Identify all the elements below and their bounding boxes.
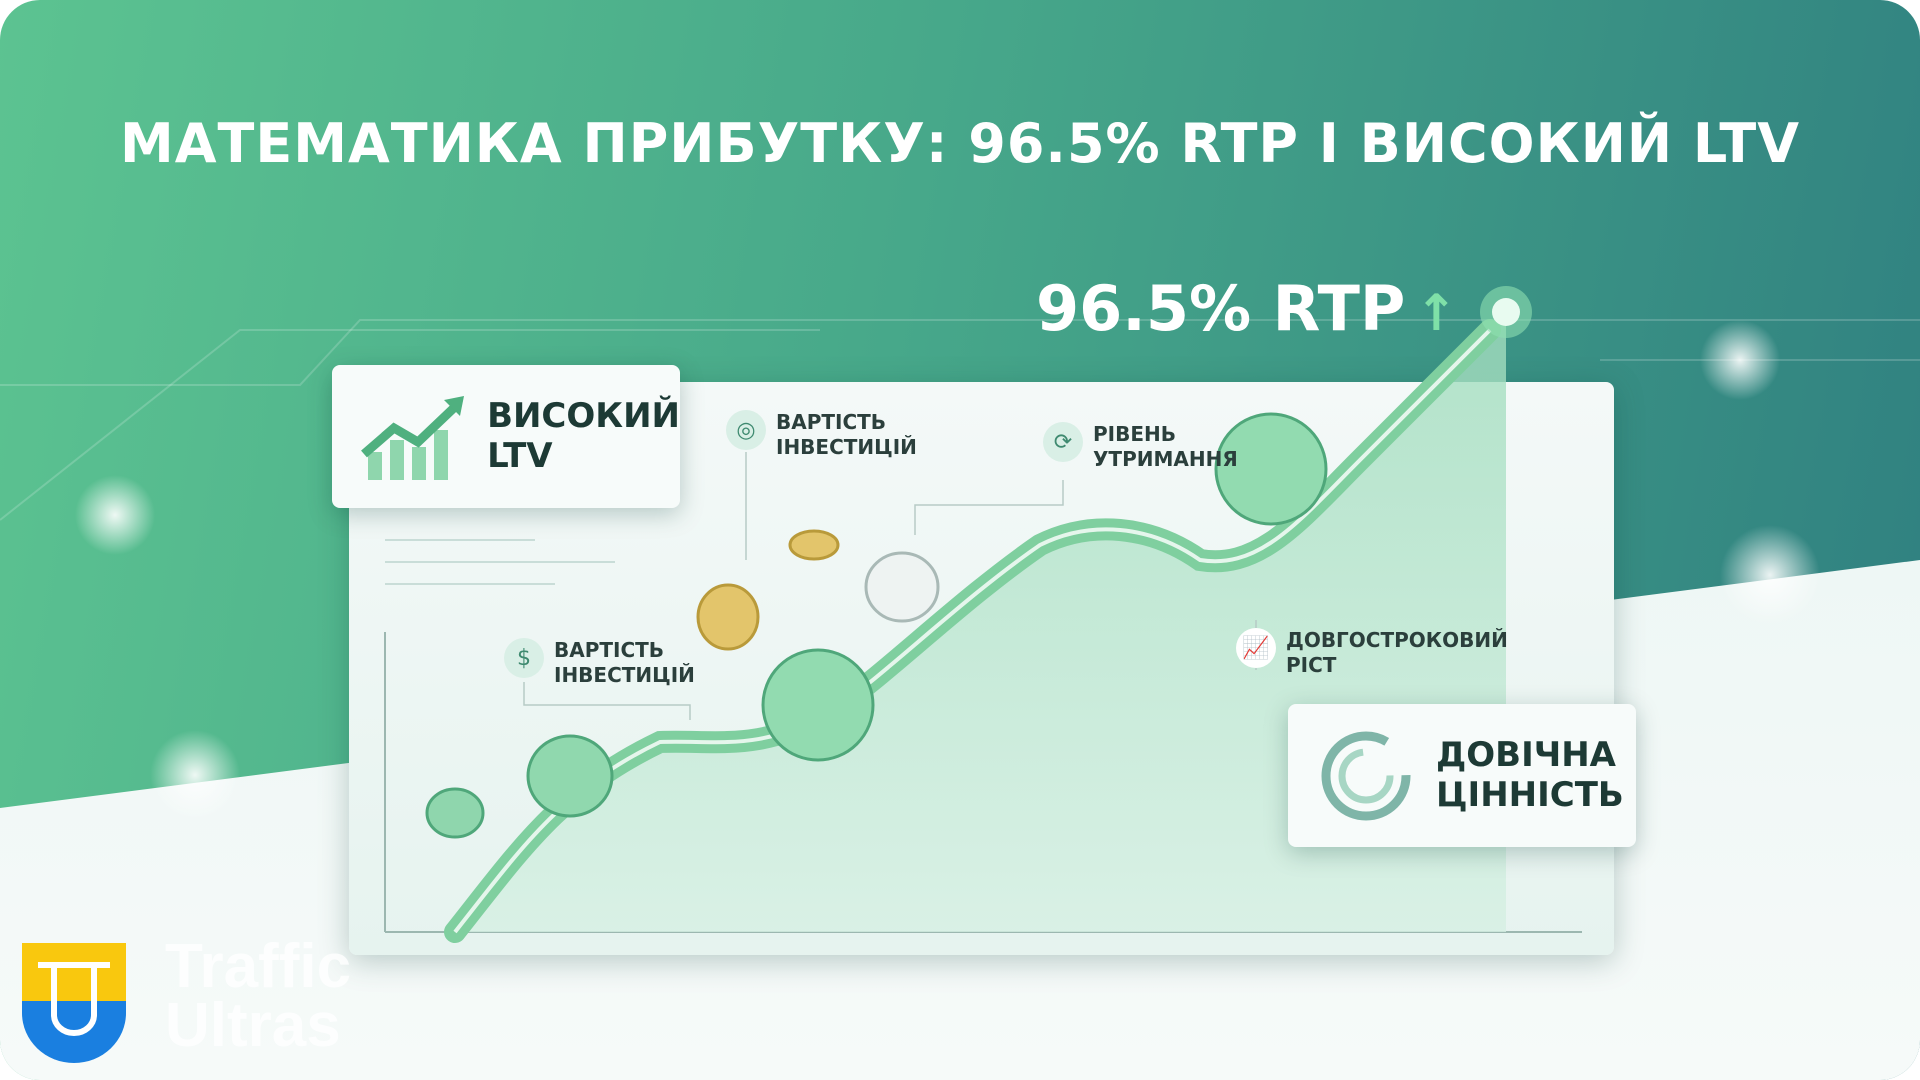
traffic-ultras-logo-icon: [22, 943, 126, 1063]
area-fill: [455, 312, 1506, 932]
label-line2: УТРИМАННЯ: [1093, 447, 1238, 471]
label-line1: ВАРТІСТЬ: [776, 410, 887, 434]
lifetime-line2: ЦІННІСТЬ: [1436, 774, 1624, 815]
lifetime-value-card: ДОВІЧНА ЦІННІСТЬ: [1288, 704, 1636, 847]
rtp-point: [1480, 286, 1532, 338]
refresh-icon: ⟳: [1043, 422, 1083, 462]
coins: [425, 412, 1328, 839]
label-line2: ІНВЕСТИЦІЙ: [554, 663, 695, 687]
lifetime-line1: ДОВІЧНА: [1436, 735, 1616, 776]
ring-chart-icon: [1321, 731, 1411, 820]
logo-wordmark: Traffic Ultras: [165, 932, 352, 1060]
label-line2: РІСТ: [1286, 653, 1337, 677]
label-line1: РІВЕНЬ: [1093, 422, 1176, 446]
high-ltv-card: ВИСОКИЙ LTV: [332, 365, 680, 508]
label-investment-cost-bottom: $ ВАРТІСТЬ ІНВЕСТИЦІЙ: [504, 638, 695, 688]
logo-line2: Ultras: [165, 990, 341, 1060]
logo-line1: Traffic: [165, 932, 352, 1001]
ltv-line2: LTV: [487, 435, 553, 476]
label-line1: ДОВГОСТРОКОВИЙ: [1286, 628, 1508, 652]
ltv-line1: ВИСОКИЙ: [487, 396, 680, 437]
label-retention-rate: ⟳ РІВЕНЬ УТРИМАННЯ: [1043, 422, 1238, 472]
chart-icon: 📈: [1236, 628, 1276, 668]
panel-text-lines: [385, 539, 615, 585]
money-bag-icon: $: [504, 638, 544, 678]
arrow-up-icon: ↑: [1415, 284, 1458, 342]
page-title: МАТЕМАТИКА ПРИБУТКУ: 96.5% RTP І ВИСОКИЙ…: [119, 112, 1800, 175]
rtp-value: 96.5% RTP: [1036, 272, 1406, 345]
growth-bars-icon: [361, 395, 464, 480]
label-investment-cost-top: ◎ ВАРТІСТЬ ІНВЕСТИЦІЙ: [726, 410, 917, 460]
hand-coin-icon: ◎: [726, 410, 766, 450]
label-line2: ІНВЕСТИЦІЙ: [776, 435, 917, 459]
rtp-headline: 96.5% RTP ↑: [1036, 272, 1457, 345]
label-long-term-growth: 📈 ДОВГОСТРОКОВИЙ РІСТ: [1236, 628, 1508, 678]
label-line1: ВАРТІСТЬ: [554, 638, 665, 662]
